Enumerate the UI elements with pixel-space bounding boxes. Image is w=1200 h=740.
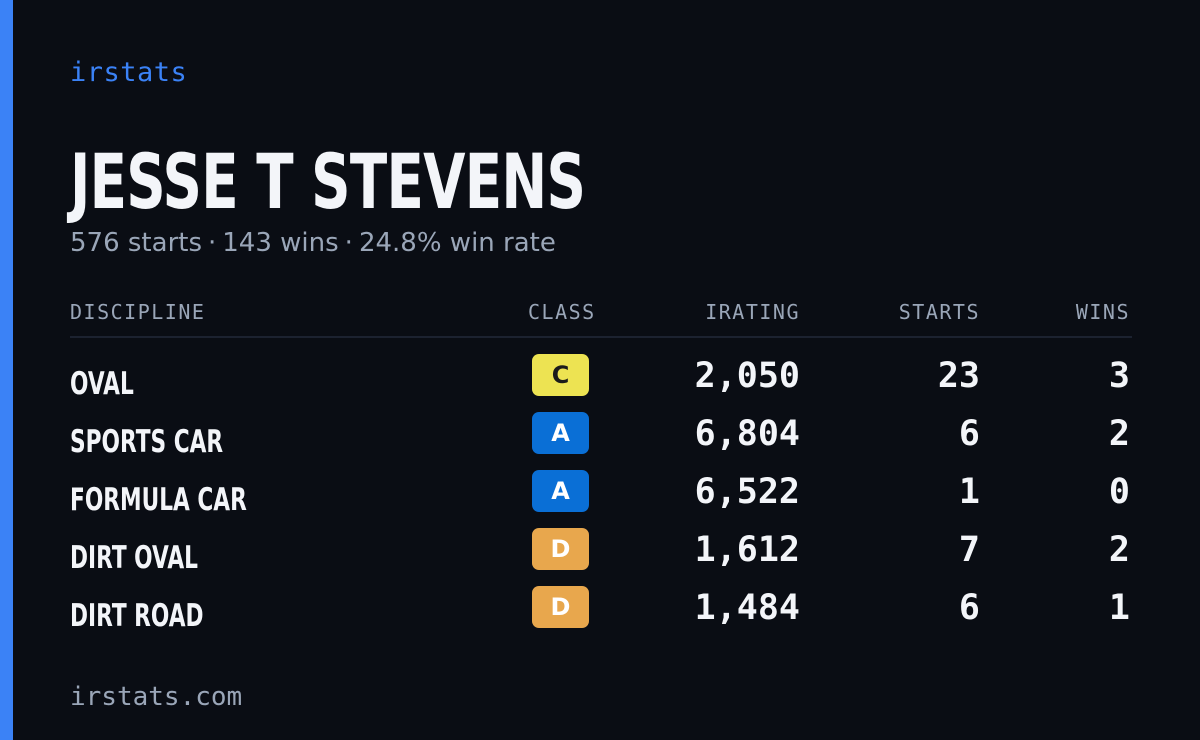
- discipline-table: DISCIPLINE CLASS IRATING STARTS WINS OVA…: [70, 298, 1132, 644]
- class-badge: C: [532, 354, 589, 396]
- class-badge: A: [532, 412, 589, 454]
- table-row: OVAL C 2,050 23 3: [70, 354, 1132, 412]
- summary-wins: 143 wins: [222, 228, 339, 258]
- table-header: DISCIPLINE CLASS IRATING STARTS WINS: [70, 298, 1132, 338]
- summary-separator: ·: [344, 228, 353, 258]
- irating-value: 6,804: [694, 414, 800, 454]
- discipline-label: FORMULA CAR: [70, 482, 247, 518]
- discipline-label: OVAL: [70, 366, 134, 402]
- header-class: CLASS: [528, 300, 596, 324]
- brand-logo: irstats: [70, 57, 188, 88]
- table-row: DIRT ROAD D 1,484 6 1: [70, 586, 1132, 644]
- summary-starts: 576 starts: [70, 228, 202, 258]
- wins-value: 2: [1108, 530, 1130, 570]
- starts-value: 1: [958, 472, 980, 512]
- header-discipline: DISCIPLINE: [70, 300, 206, 324]
- driver-name: JESSE T STEVENS: [70, 137, 586, 226]
- table-row: SPORTS CAR A 6,804 6 2: [70, 412, 1132, 470]
- header-irating: IRATING: [705, 300, 800, 324]
- wins-value: 2: [1108, 414, 1130, 454]
- accent-bar: [0, 0, 13, 740]
- driver-summary: 576 starts · 143 wins · 24.8% win rate: [70, 228, 556, 258]
- irating-value: 2,050: [694, 356, 800, 396]
- footer-url: irstats.com: [70, 682, 243, 712]
- header-wins: WINS: [1075, 300, 1130, 324]
- discipline-label: DIRT OVAL: [70, 540, 198, 576]
- table-body: OVAL C 2,050 23 3 SPORTS CAR A 6,804 6 2…: [70, 354, 1132, 644]
- irating-value: 1,612: [694, 530, 800, 570]
- starts-value: 23: [937, 356, 980, 396]
- discipline-label: DIRT ROAD: [70, 598, 204, 634]
- wins-value: 3: [1108, 356, 1130, 396]
- starts-value: 6: [958, 588, 980, 628]
- summary-win-rate: 24.8% win rate: [358, 228, 556, 258]
- class-badge: D: [532, 586, 589, 628]
- starts-value: 6: [958, 414, 980, 454]
- header-starts: STARTS: [898, 300, 980, 324]
- starts-value: 7: [958, 530, 980, 570]
- irating-value: 1,484: [694, 588, 800, 628]
- irating-value: 6,522: [694, 472, 800, 512]
- discipline-label: SPORTS CAR: [70, 424, 224, 460]
- class-badge: D: [532, 528, 589, 570]
- table-row: FORMULA CAR A 6,522 1 0: [70, 470, 1132, 528]
- wins-value: 1: [1108, 588, 1130, 628]
- wins-value: 0: [1108, 472, 1130, 512]
- summary-separator: ·: [208, 228, 217, 258]
- table-row: DIRT OVAL D 1,612 7 2: [70, 528, 1132, 586]
- class-badge: A: [532, 470, 589, 512]
